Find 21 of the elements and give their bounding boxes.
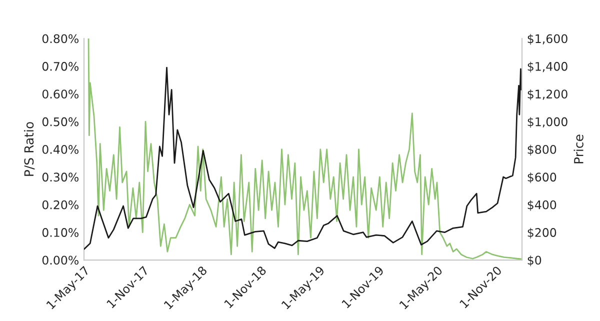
- y-tick-label: 0.70%: [42, 62, 78, 71]
- y2-tick-label: $0: [528, 256, 542, 266]
- y-axis-title: P/S Ratio: [24, 122, 35, 176]
- y-tick-label: 0.30%: [42, 172, 78, 182]
- line-series: [84, 66, 522, 250]
- y-tick-label: 0.10%: [42, 228, 78, 237]
- y2-tick-label: $1,200: [528, 89, 568, 100]
- y-tick-label: 0.20%: [42, 200, 78, 210]
- y2-tick-label: $600: [528, 172, 556, 184]
- y2-tick-label: $200: [528, 228, 556, 239]
- y2-tick-label: $1,600: [528, 34, 568, 45]
- y2-tick-label: $1,000: [528, 117, 568, 128]
- y2-tick-label: $1,400: [528, 62, 568, 72]
- y-tick-label: 0.80%: [42, 34, 78, 44]
- y-tick-label: 0.60%: [42, 90, 78, 99]
- y2-tick-label: $400: [528, 200, 556, 211]
- y-tick-label: 0.00%: [42, 256, 78, 265]
- y2-tick-label: $800: [528, 144, 556, 156]
- y-tick-label: 0.40%: [42, 144, 78, 154]
- y2-axis-title: Price: [574, 134, 584, 164]
- y-tick-label: 0.50%: [42, 117, 78, 126]
